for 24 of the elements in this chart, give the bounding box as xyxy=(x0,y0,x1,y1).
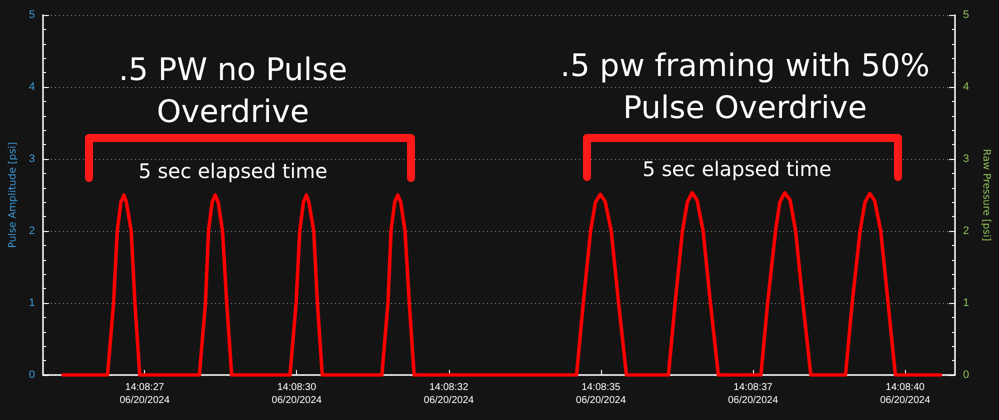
annotation: 5 sec elapsed time xyxy=(642,156,832,183)
x-tick-label: 14:08:30 06/20/2024 xyxy=(272,382,322,406)
annotation: 5 sec elapsed time xyxy=(138,158,328,185)
annotation: .5 pw framing with 50% Pulse Overdrive xyxy=(559,47,931,128)
y-tick-label: 2 xyxy=(28,225,36,237)
y-tick-label: 4 xyxy=(28,81,36,93)
y-axis-title: Pulse Amplitude [psi] xyxy=(8,142,18,248)
y2-tick-label: 0 xyxy=(963,369,970,381)
y-tick-label: 1 xyxy=(28,297,36,309)
y2-tick-label: 4 xyxy=(963,81,970,93)
y2-tick-label: 5 xyxy=(963,9,970,21)
x-tick-label: 14:08:37 06/20/2024 xyxy=(728,382,778,406)
x-tick-label: 14:08:40 06/20/2024 xyxy=(880,382,931,406)
y2-axis-title: Raw Pressure [psi] xyxy=(980,148,992,242)
x-tick-label: 14:08:35 06/20/2024 xyxy=(576,382,626,406)
y-tick-label: 0 xyxy=(28,369,36,381)
y-tick-label: 5 xyxy=(28,9,36,21)
y-tick-label: 3 xyxy=(28,153,36,165)
x-tick-label: 14:08:27 06/20/2024 xyxy=(120,382,170,406)
x-tick-label: 14:08:32 06/20/2024 xyxy=(424,382,474,406)
annotation: .5 PW no Pulse Overdrive xyxy=(118,51,348,132)
y2-tick-label: 1 xyxy=(963,297,970,309)
y2-tick-label: 2 xyxy=(963,225,970,237)
y2-tick-label: 3 xyxy=(963,153,970,165)
